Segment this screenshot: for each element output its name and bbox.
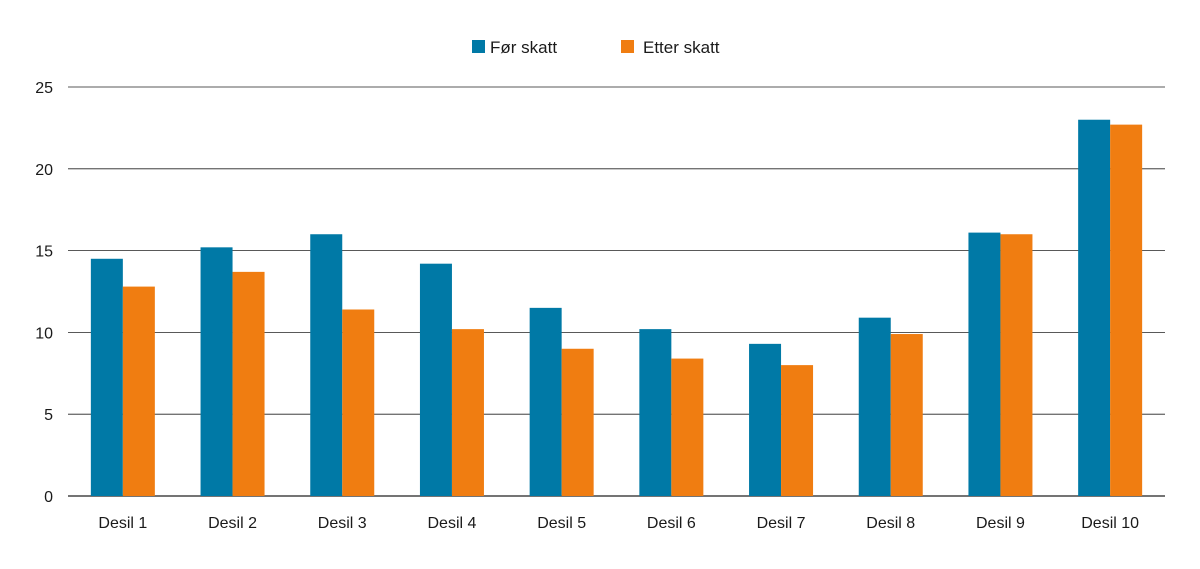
y-tick-label: 25 — [35, 80, 53, 97]
bar-for-skatt — [639, 329, 672, 496]
bar-for-skatt — [1078, 119, 1111, 496]
legend-label: Før skatt — [490, 38, 557, 57]
y-tick-label: 15 — [35, 244, 53, 261]
bar-etter-skatt — [890, 334, 923, 496]
x-tick-label: Desil 1 — [98, 515, 147, 532]
bar-etter-skatt — [342, 309, 375, 496]
x-tick-label: Desil 10 — [1081, 515, 1139, 532]
bar-for-skatt — [749, 343, 782, 496]
bar-for-skatt — [200, 247, 233, 496]
y-tick-label: 20 — [35, 162, 53, 179]
x-tick-label: Desil 7 — [757, 515, 806, 532]
x-tick-label: Desil 9 — [976, 515, 1025, 532]
y-tick-label: 0 — [44, 489, 53, 506]
bar-etter-skatt — [451, 329, 484, 496]
legend-swatch — [472, 40, 485, 53]
x-tick-label: Desil 5 — [537, 515, 586, 532]
y-tick-label: 10 — [35, 325, 53, 342]
x-tick-label: Desil 6 — [647, 515, 696, 532]
bar-for-skatt — [858, 317, 891, 496]
bar-for-skatt — [310, 234, 343, 497]
legend: Før skatt Etter skatt — [472, 38, 720, 57]
y-tick-label: 5 — [44, 407, 53, 424]
bar-etter-skatt — [1110, 124, 1143, 497]
legend-swatch — [621, 40, 634, 53]
legend-label: Etter skatt — [643, 38, 720, 57]
x-axis: Desil 1 Desil 2 Desil 3 Desil 4 Desil 5 Desil… — [98, 515, 1139, 532]
bar-etter-skatt — [561, 348, 594, 496]
bar-for-skatt — [529, 307, 562, 496]
x-tick-label: Desil 2 — [208, 515, 257, 532]
x-tick-label: Desil 4 — [427, 515, 476, 532]
x-tick-label: Desil 3 — [318, 515, 367, 532]
bar-etter-skatt — [122, 286, 155, 496]
bar-for-skatt — [419, 263, 452, 496]
y-axis: 0 5 10 15 20 25 — [35, 80, 53, 506]
bar-for-skatt — [968, 232, 1001, 496]
bar-etter-skatt — [781, 365, 814, 496]
bars — [90, 119, 1143, 497]
bar-etter-skatt — [1000, 234, 1033, 497]
bar-etter-skatt — [671, 358, 704, 496]
bar-etter-skatt — [232, 271, 265, 496]
bar-for-skatt — [90, 258, 123, 496]
x-tick-label: Desil 8 — [866, 515, 915, 532]
